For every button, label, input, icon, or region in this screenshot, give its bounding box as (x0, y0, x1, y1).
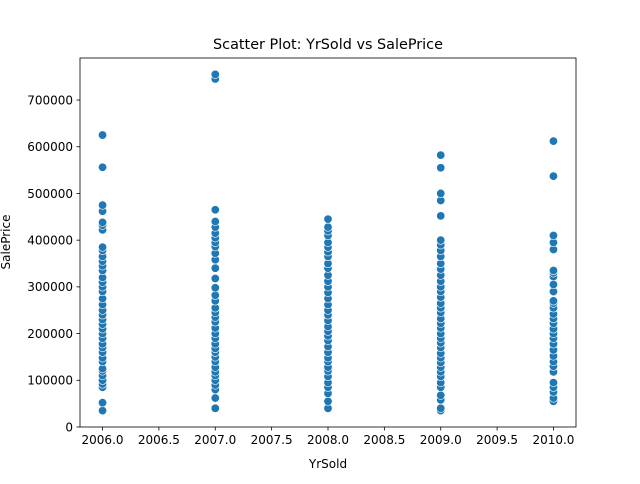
data-point (210, 290, 220, 300)
data-point (436, 150, 446, 160)
data-point (548, 136, 558, 146)
x-tick-label: 2008.0 (307, 433, 349, 447)
y-tick-label: 700000 (27, 93, 73, 107)
data-point (210, 69, 220, 79)
y-tick-label: 100000 (27, 374, 73, 388)
data-point (210, 403, 220, 413)
data-point (210, 273, 220, 283)
data-point (98, 217, 108, 227)
data-point (210, 283, 220, 293)
data-point (548, 266, 558, 276)
x-tick-label: 2007.0 (194, 433, 236, 447)
y-tick-label: 300000 (27, 280, 73, 294)
data-point (98, 406, 108, 416)
data-point (436, 188, 446, 198)
data-point (98, 242, 108, 252)
y-tick-label: 500000 (27, 187, 73, 201)
x-tick-label: 2006.0 (82, 433, 124, 447)
x-axis-label: YrSold (308, 457, 347, 471)
data-point (436, 163, 446, 173)
x-tick-label: 2009.0 (420, 433, 462, 447)
data-point (98, 398, 108, 408)
chart-title: Scatter Plot: YrSold vs SalePrice (213, 37, 443, 53)
data-point (210, 393, 220, 403)
x-tick-label: 2008.5 (363, 433, 405, 447)
data-point (98, 200, 108, 210)
data-point (210, 205, 220, 215)
data-point (323, 396, 333, 406)
data-point (436, 390, 446, 400)
y-axis: 0 100000 200000 300000 400000 500000 600000 700… (27, 93, 80, 434)
x-axis: 2006.0 2006.5 2007.0 2007.5 2008.0 2008.5 2009… (82, 427, 574, 447)
data-point (548, 378, 558, 388)
y-tick-label: 400000 (27, 233, 73, 247)
data-point (548, 296, 558, 306)
data-point (210, 216, 220, 226)
data-point (98, 130, 108, 140)
x-tick-label: 2007.5 (251, 433, 293, 447)
x-tick-label: 2009.5 (476, 433, 518, 447)
y-axis-label: SalePrice (0, 215, 13, 270)
x-tick-label: 2010.0 (532, 433, 574, 447)
data-point (436, 235, 446, 245)
data-point (323, 214, 333, 224)
data-point (436, 211, 446, 221)
data-point (323, 222, 333, 232)
data-point (548, 230, 558, 240)
data-point (548, 280, 558, 290)
data-point (98, 162, 108, 172)
plot-area (79, 57, 577, 428)
y-tick-label: 200000 (27, 327, 73, 341)
y-tick-label: 600000 (27, 140, 73, 154)
data-point (210, 263, 220, 273)
y-tick-label: 0 (65, 420, 73, 434)
data-point (548, 171, 558, 181)
data-point (436, 403, 446, 413)
x-tick-label: 2006.5 (138, 433, 180, 447)
